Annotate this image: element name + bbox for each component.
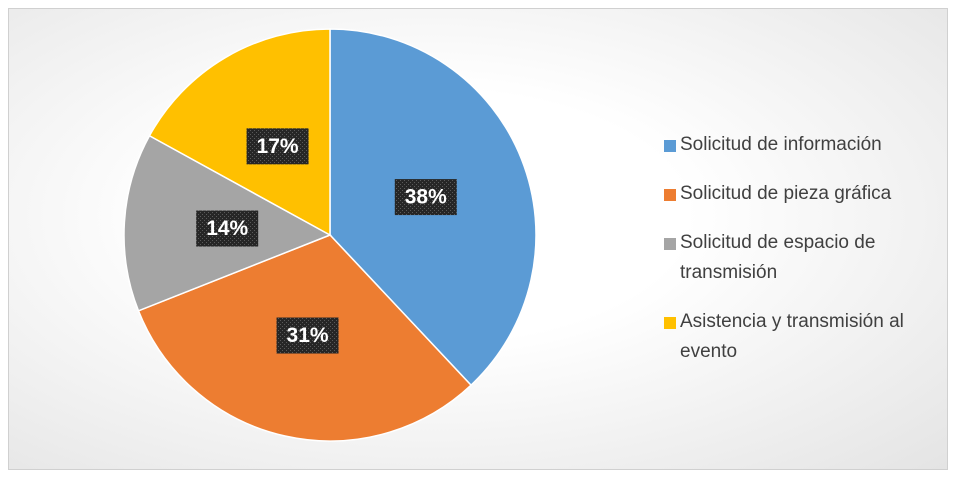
data-label: 38% [405,186,447,209]
pie-slice [148,28,331,237]
legend-item: Solicitud de pieza gráfica [662,179,942,209]
legend-label: Solicitud de pieza gráfica [680,183,892,204]
legend-item: Solicitud de información [662,130,942,160]
data-label: 31% [287,324,329,347]
legend-label: Solicitud de espacio de transmisión [680,232,876,283]
data-label-box [196,210,259,247]
legend-label: Asistencia y transmisión al evento [680,311,904,362]
data-label-box [246,128,309,165]
data-label: 14% [206,217,248,240]
legend-swatch [664,317,676,329]
legend-label: Solicitud de información [680,134,882,155]
legend-swatch [664,140,676,152]
data-label: 17% [257,135,299,158]
data-label-box [394,179,457,216]
legend-swatch [664,238,676,250]
legend-swatch [664,189,676,201]
legend: Solicitud de información Solicitud de pie… [662,130,942,386]
legend-item: Solicitud de espacio de transmisión [662,228,942,288]
legend-item: Asistencia y transmisión al evento [662,307,942,367]
data-label-box [276,317,339,354]
